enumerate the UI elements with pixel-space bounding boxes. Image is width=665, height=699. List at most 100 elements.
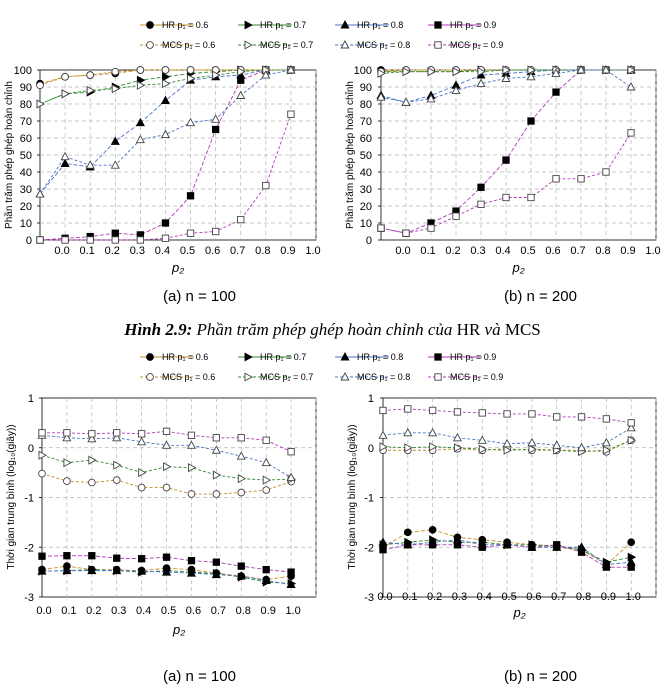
data-point: [137, 566, 147, 575]
x-tick-label: 0.9: [620, 245, 635, 257]
data-point: [602, 415, 611, 423]
data-point: [503, 410, 511, 418]
y-tick-label: 0: [368, 443, 374, 455]
series-line: [42, 430, 292, 453]
data-point: [502, 438, 512, 448]
x-tick-label: 0.1: [420, 245, 435, 257]
legend-marker-icon: [244, 372, 253, 382]
x-tick-label: 0.0: [36, 605, 51, 617]
y-tick-label: 20: [360, 201, 372, 213]
data-point: [626, 82, 636, 91]
data-point: [60, 158, 70, 167]
x-axis-label: p₂: [513, 605, 526, 620]
x-tick-label: 0.7: [570, 245, 585, 257]
data-point: [262, 436, 270, 444]
data-point: [376, 92, 386, 101]
data-point: [528, 410, 536, 418]
data-point: [527, 65, 536, 75]
x-tick-label: 0.8: [595, 245, 610, 257]
legend-label: HR p₁ = 0.8: [357, 20, 403, 30]
data-point: [185, 117, 196, 127]
data-point: [63, 458, 72, 468]
data-point: [377, 68, 386, 78]
data-point: [528, 543, 536, 551]
data-point: [236, 451, 246, 460]
data-point: [502, 156, 510, 164]
x-tick-label: 0.6: [545, 245, 560, 257]
legend-marker-icon: [244, 20, 253, 30]
data-point: [212, 434, 221, 442]
data-point: [161, 219, 170, 227]
x-tick-label: 0.5: [180, 245, 195, 257]
x-tick-label: 0.9: [280, 245, 295, 257]
legend-label: MCS p₁ = 0.9: [450, 372, 503, 382]
data-point: [136, 80, 146, 90]
data-point: [377, 224, 385, 232]
data-point: [553, 541, 561, 549]
figure-caption-and: và: [484, 320, 501, 339]
legend-marker-icon: [340, 40, 350, 49]
y-tick-label: 70: [360, 116, 372, 128]
data-point: [287, 568, 295, 576]
x-tick-label: 1.0: [645, 245, 660, 257]
legend-marker-icon: [434, 21, 442, 29]
y-tick-label: -3: [364, 592, 374, 604]
y-tick-label: 70: [20, 116, 32, 128]
subfigure-caption: (a) n = 100: [163, 288, 236, 305]
data-point: [112, 476, 121, 484]
data-point: [61, 72, 69, 81]
legend-marker-icon: [146, 373, 154, 381]
series-line: [382, 408, 632, 424]
legend-label: HR p₁ = 0.6: [162, 352, 208, 362]
legend-label: MCS p₁ = 0.7: [260, 372, 313, 382]
y-tick-label: 10: [360, 218, 372, 230]
data-point: [211, 114, 221, 123]
data-point: [454, 443, 463, 453]
data-point: [237, 474, 247, 484]
data-point: [476, 78, 486, 88]
x-tick-label: 0.7: [211, 605, 226, 617]
data-point: [187, 557, 196, 565]
y-tick-label: 60: [20, 133, 32, 145]
data-point: [453, 541, 462, 549]
data-point: [627, 538, 636, 547]
y-tick-label: 0: [28, 443, 34, 455]
data-point: [379, 442, 388, 452]
data-point: [212, 558, 221, 566]
x-tick-label: 0.2: [86, 605, 101, 617]
data-point: [236, 571, 246, 580]
y-tick-label: 1: [28, 393, 34, 405]
data-point: [627, 129, 635, 137]
data-point: [627, 65, 636, 75]
y-tick-label: 80: [20, 99, 32, 111]
data-point: [63, 477, 71, 485]
data-point: [428, 541, 437, 549]
data-point: [63, 552, 71, 560]
data-point: [552, 440, 562, 449]
data-point: [135, 117, 145, 127]
data-point: [61, 236, 69, 244]
x-tick-label: 0.0: [54, 245, 69, 257]
x-tick-label: 1.0: [305, 245, 320, 257]
legend-label: HR p₁ = 0.6: [162, 20, 208, 30]
data-point: [404, 405, 412, 413]
data-point: [212, 70, 221, 80]
legend-marker-icon: [244, 40, 253, 50]
data-point: [60, 151, 70, 161]
x-tick-label: 0.8: [576, 591, 591, 603]
data-point: [161, 234, 170, 242]
x-tick-label: 0.1: [402, 591, 417, 603]
x-tick-label: 0.2: [427, 591, 442, 603]
figure-caption-label: Hình 2.9:: [124, 320, 193, 339]
data-point: [403, 427, 413, 437]
data-point: [187, 73, 196, 84]
data-point: [237, 488, 246, 497]
legend-label: HR p₁ = 0.7: [260, 352, 306, 362]
data-point: [160, 129, 171, 139]
data-point: [502, 193, 510, 202]
data-point: [403, 528, 412, 537]
legend-marker-icon: [434, 41, 442, 49]
data-point: [286, 579, 296, 589]
x-tick-label: 0.1: [61, 605, 76, 617]
data-point: [503, 445, 513, 455]
